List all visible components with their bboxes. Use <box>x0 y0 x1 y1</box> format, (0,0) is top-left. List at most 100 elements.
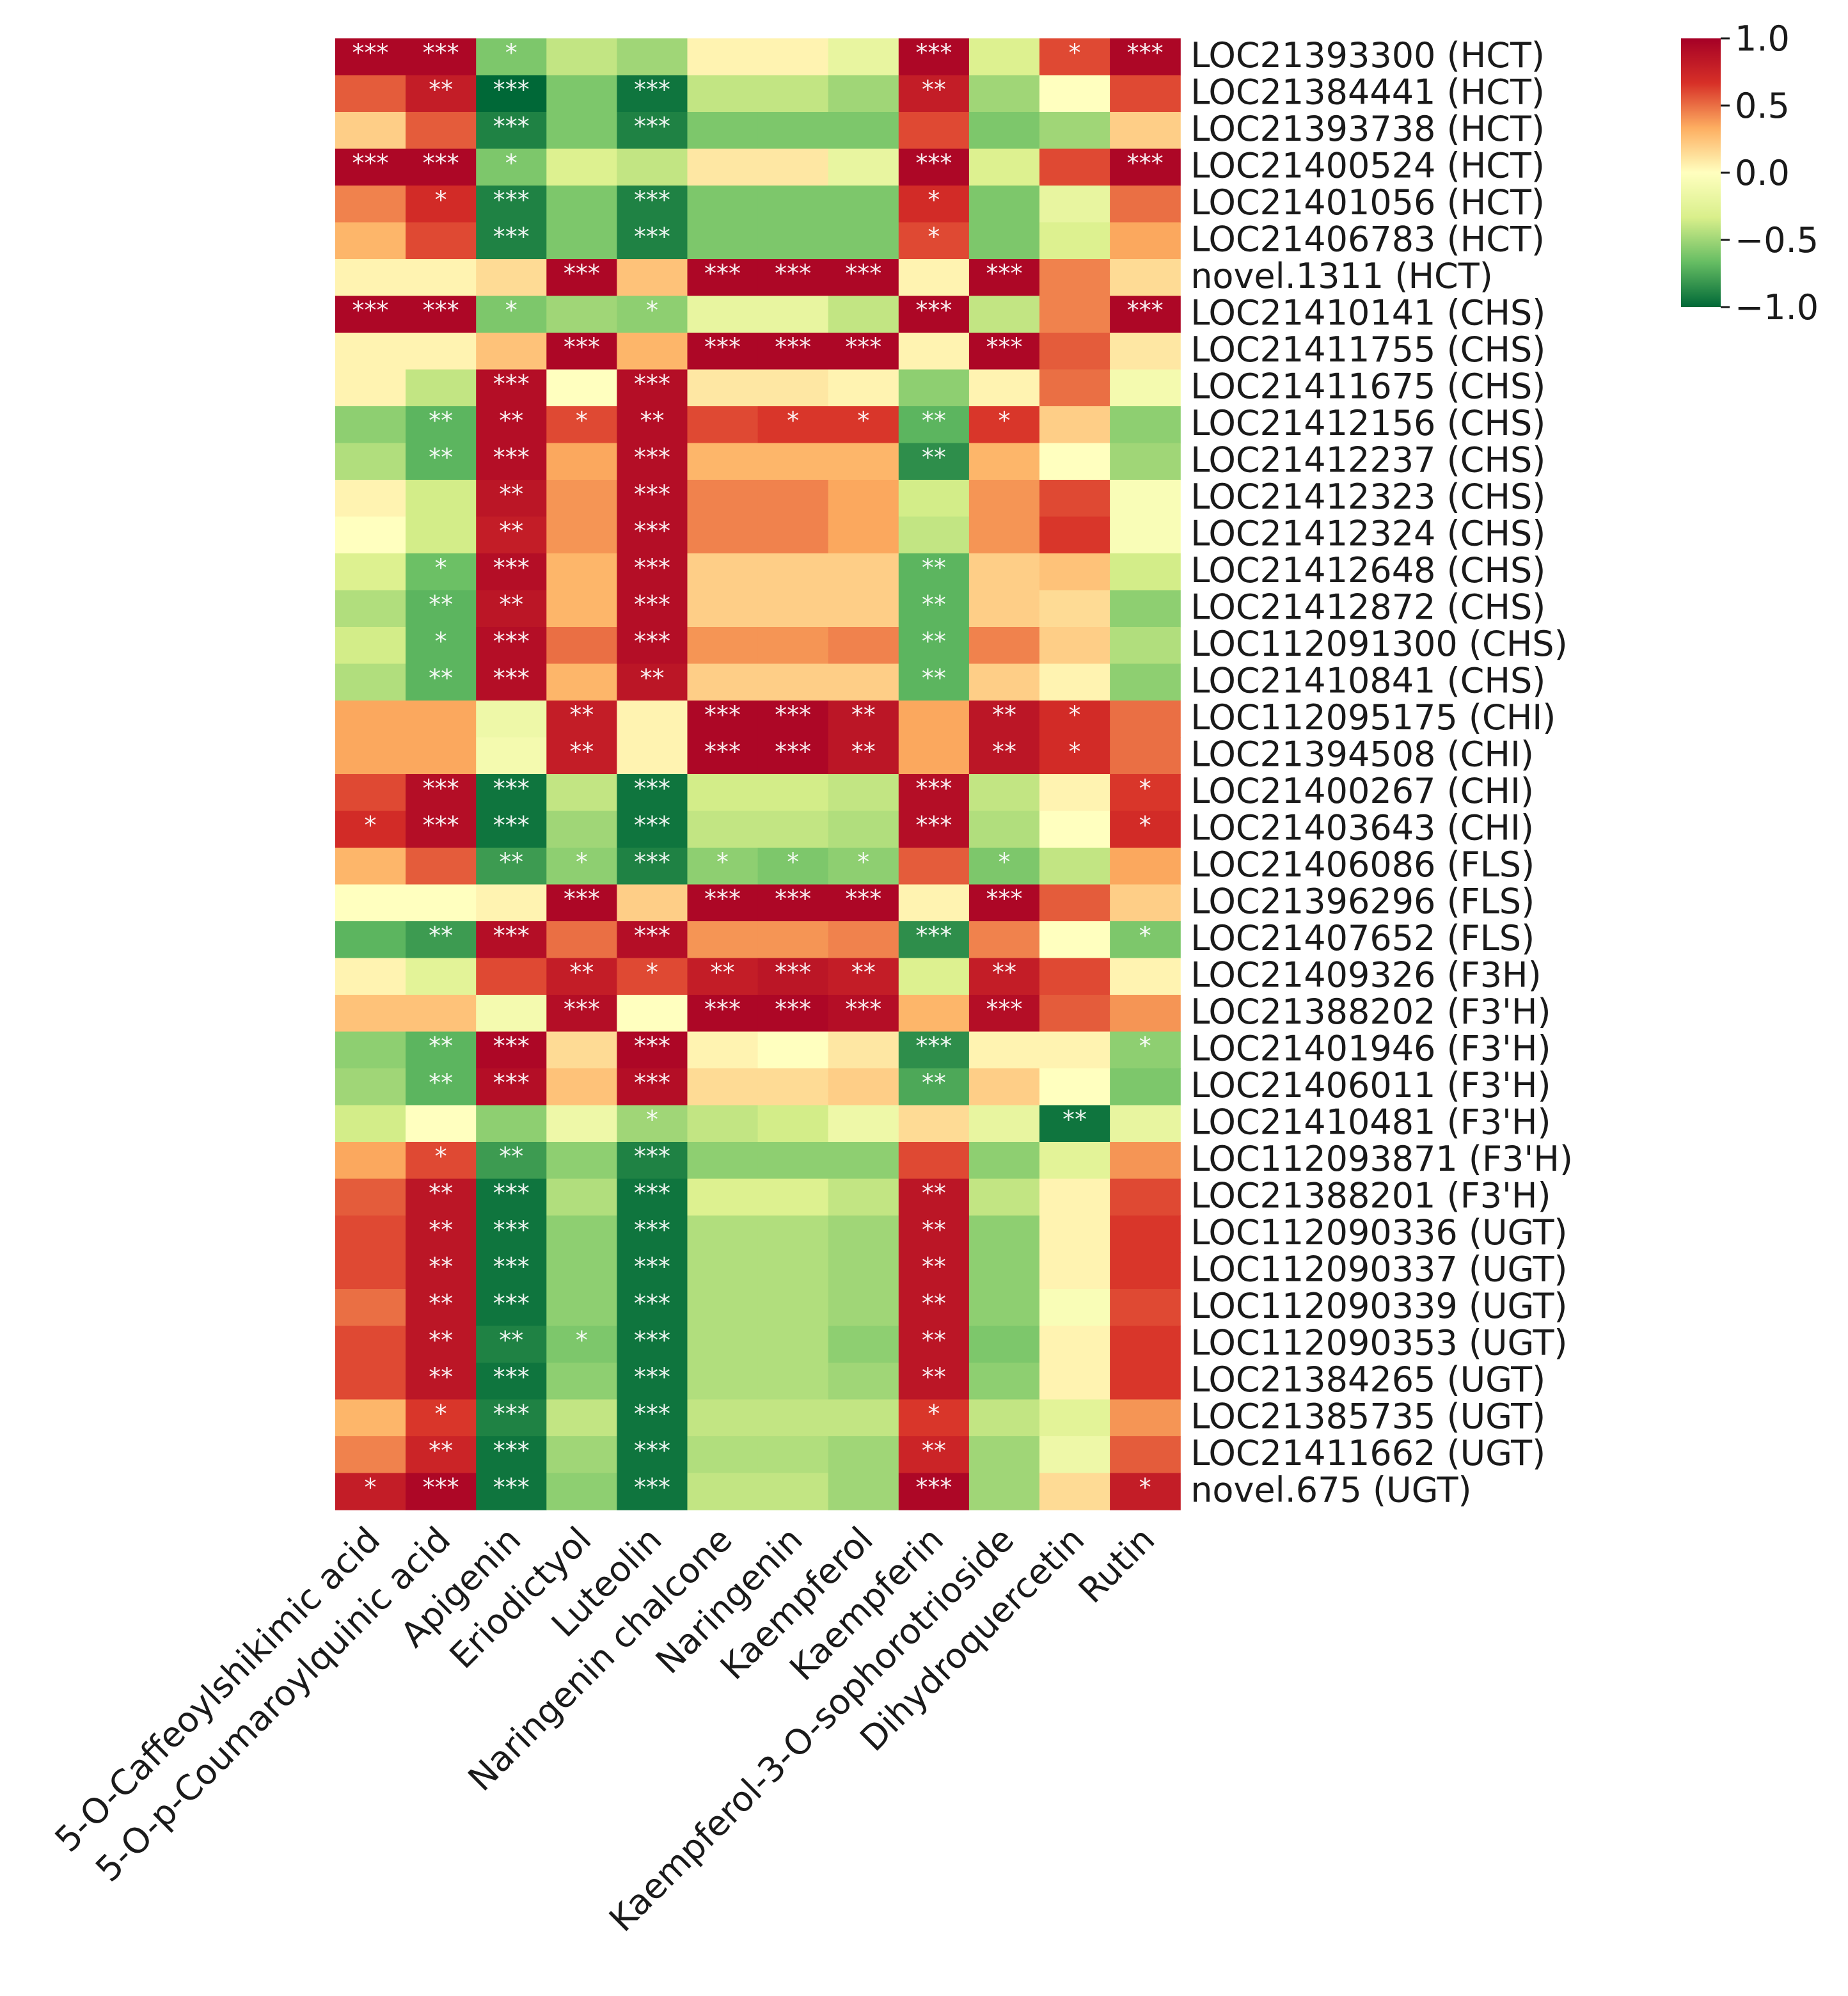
heatmap-cell <box>617 1326 688 1363</box>
heatmap-cell <box>1039 1326 1110 1363</box>
heatmap-cell <box>546 811 617 848</box>
significance-mark: * <box>576 1326 588 1354</box>
heatmap-cell <box>335 333 406 370</box>
heatmap-cell <box>828 848 899 885</box>
row-label: LOC21411675 (CHS) <box>1190 366 1545 406</box>
heatmap-cell <box>968 112 1040 150</box>
heatmap-cell <box>335 369 406 407</box>
heatmap-cell <box>898 774 970 812</box>
heatmap-cell <box>1110 296 1181 333</box>
heatmap-cell <box>335 406 406 444</box>
heatmap-cell <box>406 1105 477 1143</box>
heatmap-cell <box>1039 1068 1110 1106</box>
significance-mark: *** <box>493 1473 530 1501</box>
heatmap-cell <box>406 848 477 885</box>
significance-mark: *** <box>704 738 741 766</box>
significance-mark: *** <box>493 223 530 251</box>
heatmap-cell <box>898 1068 970 1106</box>
heatmap-cell <box>1110 1252 1181 1290</box>
heatmap-cell <box>476 480 547 518</box>
significance-mark: *** <box>775 958 811 986</box>
heatmap-cell <box>968 333 1040 370</box>
row-label: LOC112090337 (UGT) <box>1190 1249 1567 1289</box>
heatmap-cell <box>476 369 547 407</box>
row-label: LOC21412156 (CHS) <box>1190 403 1545 443</box>
heatmap-cell <box>757 1031 829 1069</box>
heatmap-cell <box>968 774 1040 812</box>
significance-marks: *** *** * *** * ***** *** *** ***** ****** *** * ***… <box>352 39 1164 1501</box>
significance-mark: ** <box>922 407 946 435</box>
heatmap-cell <box>968 848 1040 885</box>
heatmap-cell <box>968 222 1040 260</box>
heatmap-cell <box>968 1289 1040 1327</box>
significance-mark: ** <box>569 738 594 766</box>
significance-mark: *** <box>915 775 952 803</box>
colorbar-tick-label: 0.5 <box>1735 86 1790 126</box>
heatmap-cell <box>1110 848 1181 885</box>
heatmap-cell <box>476 296 547 333</box>
heatmap-cell <box>968 75 1040 113</box>
heatmap-cell <box>546 1178 617 1216</box>
heatmap-cell <box>687 1436 759 1474</box>
heatmap-cell <box>1110 38 1181 76</box>
heatmap-cell <box>1039 1473 1110 1510</box>
heatmap-cell <box>1039 1031 1110 1069</box>
heatmap-cell <box>1110 1216 1181 1253</box>
significance-mark: * <box>787 848 799 876</box>
heatmap-cell <box>617 811 688 848</box>
heatmap-cell <box>617 38 688 76</box>
heatmap-cell <box>687 1399 759 1437</box>
heatmap-cell <box>898 369 970 407</box>
significance-mark: ** <box>922 1253 946 1281</box>
significance-mark: ** <box>922 554 946 582</box>
heatmap-cell <box>476 1142 547 1180</box>
significance-mark: * <box>646 296 658 324</box>
heatmap-cell <box>406 516 477 554</box>
heatmap-cell <box>335 663 406 701</box>
heatmap-cell <box>617 443 688 480</box>
row-label: novel.1311 (HCT) <box>1190 256 1493 296</box>
row-label: LOC21407652 (FLS) <box>1190 918 1535 958</box>
heatmap-cell <box>335 1068 406 1106</box>
heatmap-cell <box>546 1142 617 1180</box>
heatmap-cell <box>757 296 829 333</box>
significance-mark: ** <box>640 407 664 435</box>
heatmap-cell <box>828 1216 899 1253</box>
heatmap-cell <box>617 663 688 701</box>
heatmap-cell <box>1110 1289 1181 1327</box>
heatmap-cell <box>898 1142 970 1180</box>
heatmap-cell <box>828 1031 899 1069</box>
heatmap-cell <box>828 296 899 333</box>
row-label: LOC21406086 (FLS) <box>1190 844 1535 885</box>
column-label: 5-O-p-Coumaroylquinic acid <box>88 1519 458 1890</box>
heatmap-cell <box>898 737 970 775</box>
heatmap-cell <box>968 1216 1040 1253</box>
row-label: LOC21393300 (HCT) <box>1190 35 1545 75</box>
heatmap-cell <box>687 627 759 665</box>
heatmap-cell <box>1110 995 1181 1033</box>
significance-mark: ** <box>499 848 523 876</box>
heatmap-cell <box>1039 663 1110 701</box>
heatmap-cell <box>828 590 899 628</box>
significance-mark: *** <box>704 333 741 361</box>
heatmap-cell <box>757 848 829 885</box>
heatmap-cell <box>687 406 759 444</box>
heatmap-cell <box>476 333 547 370</box>
heatmap-cell <box>687 1178 759 1216</box>
heatmap-cell <box>968 884 1040 922</box>
heatmap-cell <box>828 1326 899 1363</box>
significance-mark: *** <box>564 260 600 288</box>
heatmap-cell <box>828 148 899 186</box>
heatmap-cell <box>687 737 759 775</box>
heatmap-cell <box>476 1252 547 1290</box>
heatmap-cell <box>968 1326 1040 1363</box>
heatmap-cell <box>617 112 688 150</box>
heatmap-cell <box>546 884 617 922</box>
significance-mark: *** <box>634 1253 670 1281</box>
heatmap-cell <box>476 516 547 554</box>
heatmap-cell <box>757 333 829 370</box>
heatmap-cell <box>406 296 477 333</box>
heatmap-cell <box>1110 186 1181 223</box>
significance-mark: * <box>928 186 940 214</box>
significance-mark: ** <box>429 1437 453 1465</box>
